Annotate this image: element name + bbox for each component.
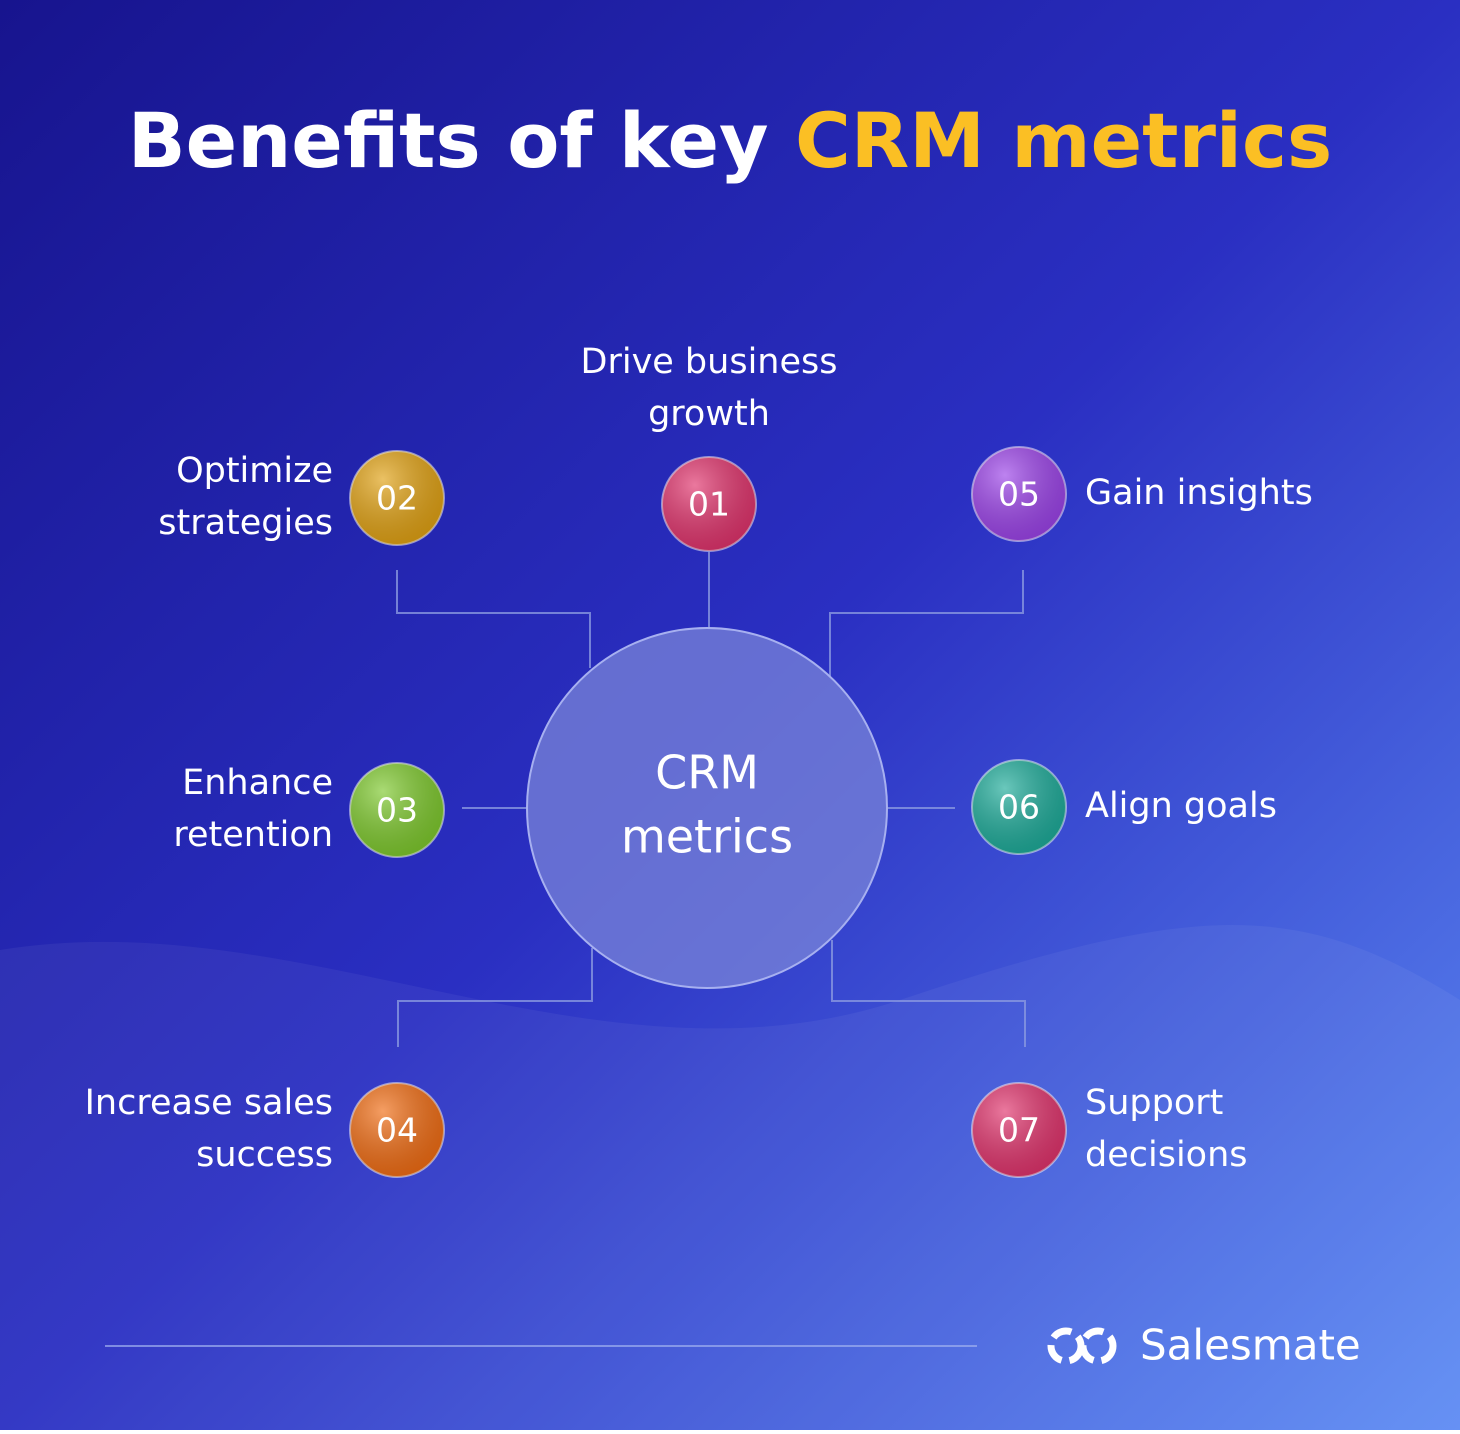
- node-number: 06: [998, 788, 1040, 827]
- title: Benefits of key CRM metrics: [128, 96, 1333, 185]
- connector: [397, 948, 593, 1047]
- node-number: 02: [376, 479, 418, 518]
- node-label: Align goals: [1085, 786, 1277, 826]
- node-shine: [350, 1083, 444, 1177]
- node-label: Enhance: [182, 763, 333, 803]
- node-number: 04: [376, 1111, 418, 1150]
- node-label: Support: [1085, 1083, 1223, 1123]
- node-label: Gain insights: [1085, 473, 1313, 513]
- node-number: 03: [376, 791, 418, 830]
- title-highlight: CRM metrics: [795, 96, 1332, 185]
- brand-logo: [1047, 1327, 1117, 1365]
- brand-name: Salesmate: [1140, 1321, 1361, 1370]
- node-shine: [350, 451, 444, 545]
- node-number: 07: [998, 1111, 1040, 1150]
- background-wave: [0, 925, 1460, 1430]
- connector: [396, 570, 591, 668]
- node-shine: [662, 457, 756, 551]
- node-label: growth: [648, 394, 770, 434]
- node-shine: [972, 447, 1066, 541]
- center-circle: [526, 627, 888, 989]
- center-label: metrics: [621, 810, 793, 864]
- node-label: Drive business: [581, 342, 838, 382]
- node-label: success: [196, 1135, 333, 1175]
- title-text: Benefits of key: [128, 96, 769, 185]
- node-shine: [350, 763, 444, 857]
- center-label: CRM: [655, 746, 759, 800]
- node-label: decisions: [1085, 1135, 1248, 1175]
- node-number: 05: [998, 475, 1040, 514]
- node-label: strategies: [158, 503, 333, 543]
- node-label: Optimize: [176, 451, 333, 491]
- connectors: [396, 552, 1026, 1047]
- node-shine: [972, 760, 1066, 854]
- node-number: 01: [688, 485, 730, 524]
- connector: [831, 940, 1026, 1047]
- node-label: Increase sales: [85, 1083, 333, 1123]
- nodes: 01 Drive business growth 02 Optimize strategi…: [85, 342, 1313, 1178]
- node-shine: [972, 1083, 1066, 1177]
- node-label: retention: [173, 815, 333, 855]
- connector: [829, 570, 1024, 676]
